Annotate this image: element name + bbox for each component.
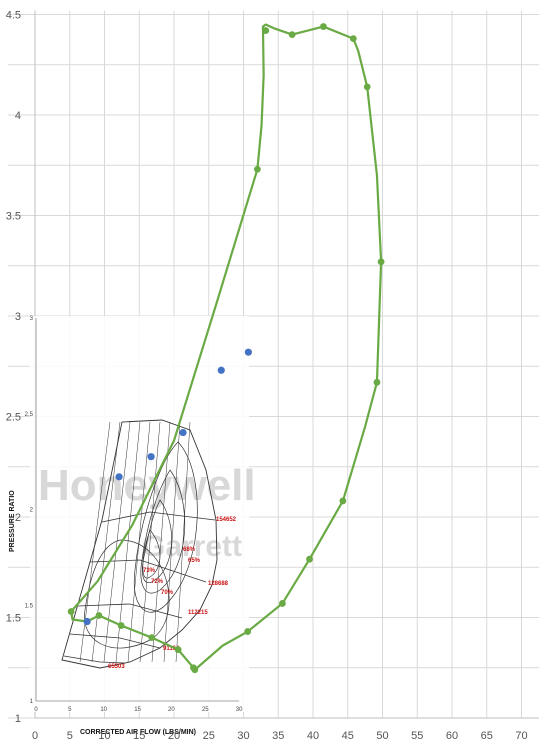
inset-x-tick-label: 30	[236, 707, 243, 713]
surge-line-point	[288, 31, 296, 38]
surge-line-point	[148, 634, 156, 641]
surge-line-path	[70, 23, 383, 671]
surge-line-point	[320, 23, 327, 30]
inset-map-gridline	[115, 421, 141, 663]
y-tick-label: 4	[15, 110, 21, 122]
x-tick-label: 50	[376, 730, 388, 742]
surge-line-point	[174, 646, 182, 654]
x-tick-label: 65	[481, 730, 493, 742]
inset-speed-line	[101, 511, 216, 523]
x-tick-label: 0	[32, 730, 38, 742]
axis-tick-labels: 0 5 10 15 20 25 30 35 40 45 50 55 60 65 7011.522.533.5…	[6, 10, 528, 743]
surge-line-point	[373, 378, 381, 386]
y-tick-label: 2	[15, 512, 21, 524]
inset-efficiency-label: 73%	[143, 568, 156, 574]
operating-point	[179, 428, 187, 437]
surge-line-point	[349, 35, 357, 43]
inset-speed-line	[77, 603, 183, 619]
inset-x-tick-label: 5	[68, 707, 72, 713]
inset-efficiency-label: 72%	[151, 579, 164, 585]
inset-speed-label: 128688	[208, 581, 229, 587]
y-tick-label: 2.5	[6, 412, 21, 424]
y-tick-label: 3	[15, 311, 21, 323]
inset-y-tick-label: 2.5	[25, 412, 34, 418]
inset-x-tick-label: 25	[202, 707, 209, 713]
inset-efficiency-island	[140, 469, 186, 594]
inset-efficiency-island	[142, 499, 172, 584]
x-tick-label: 5	[67, 730, 73, 742]
compressor-map-inset: 0 5 10 15 20 25 30 1 1.5 2 2.5 3 CORRECTED AIR FLOW …	[9, 316, 256, 736]
operating-point	[147, 453, 155, 461]
surge-line-point	[191, 666, 199, 674]
inset-y-axis-label: PRESSURE RATIO	[9, 490, 16, 552]
x-tick-label: 20	[168, 730, 180, 742]
x-tick-label: 60	[446, 730, 458, 742]
inset-map-gridline	[175, 421, 191, 663]
watermark-honeywell: Honeywell	[38, 461, 256, 510]
inset-x-tick-label: 15	[134, 707, 141, 713]
inset-efficiency-label: 65%	[188, 558, 201, 564]
operating-point	[115, 473, 123, 481]
inset-speed-label: 65503	[108, 664, 125, 670]
inset-map-gridline	[103, 421, 131, 663]
inset-speed-line	[69, 633, 161, 649]
x-tick-label: 35	[272, 730, 284, 742]
x-tick-label: 30	[237, 730, 249, 742]
inset-y-tick-label: 2	[30, 508, 34, 514]
operating-point	[83, 617, 91, 626]
surge-line-point	[279, 600, 286, 607]
surge-line-point	[67, 608, 75, 615]
inset-y-tick-label: 3	[30, 316, 34, 322]
x-tick-label: 10	[98, 730, 110, 742]
x-tick-label: 15	[133, 730, 145, 742]
inset-map-gridline	[91, 421, 121, 663]
inset-x-tick-label: 10	[100, 707, 107, 713]
inset-speed-label: 91164	[163, 646, 180, 652]
y-tick-label: 4.5	[6, 10, 21, 22]
inset-efficiency-label: 68%	[183, 547, 196, 553]
inset-y-tick-label: 1.5	[25, 603, 34, 609]
surge-line-point	[306, 555, 313, 563]
inset-y-tick-label: 1	[30, 699, 34, 705]
inset-map-gridline	[127, 421, 151, 663]
surge-line-point	[117, 622, 125, 629]
operating-point	[217, 366, 225, 374]
surge-line-point	[244, 628, 252, 635]
x-tick-label: 45	[342, 730, 354, 742]
inset-map-outline	[61, 419, 218, 669]
inset-efficiency-island	[133, 441, 198, 613]
surge-line-point	[339, 497, 347, 505]
y-tick-label: 1.5	[6, 613, 21, 625]
operating-point	[244, 348, 252, 356]
inset-speed-label: 154652	[216, 517, 237, 523]
x-tick-label: 25	[203, 730, 215, 742]
inset-speed-line	[89, 559, 207, 583]
surge-line-point	[377, 258, 385, 266]
inset-x-axis-label: CORRECTED AIR FLOW (LBS/MIN)	[80, 729, 196, 736]
surge-line-point	[363, 83, 371, 91]
surge-line-point	[262, 27, 270, 34]
operating-points-series	[83, 348, 252, 626]
surge-line-point	[254, 165, 261, 173]
inset-x-tick-label: 20	[168, 707, 175, 713]
surge-line-point	[95, 612, 103, 619]
inset-speed-label: 112215	[188, 610, 208, 616]
inset-map-gridline	[151, 421, 171, 663]
x-tick-label: 40	[307, 730, 319, 742]
inset-speed-line	[63, 655, 126, 664]
inset-efficiency-island	[84, 539, 170, 649]
x-tick-label: 55	[411, 730, 423, 742]
inset-map-gridline	[163, 421, 181, 663]
inset-x-tick-label: 0	[34, 707, 38, 713]
y-tick-label: 1	[15, 713, 21, 725]
y-tick-label: 3.5	[6, 211, 21, 223]
x-tick-label: 70	[515, 730, 527, 742]
inset-map-gridline	[139, 421, 161, 663]
inset-efficiency-label: 70%	[161, 590, 174, 596]
